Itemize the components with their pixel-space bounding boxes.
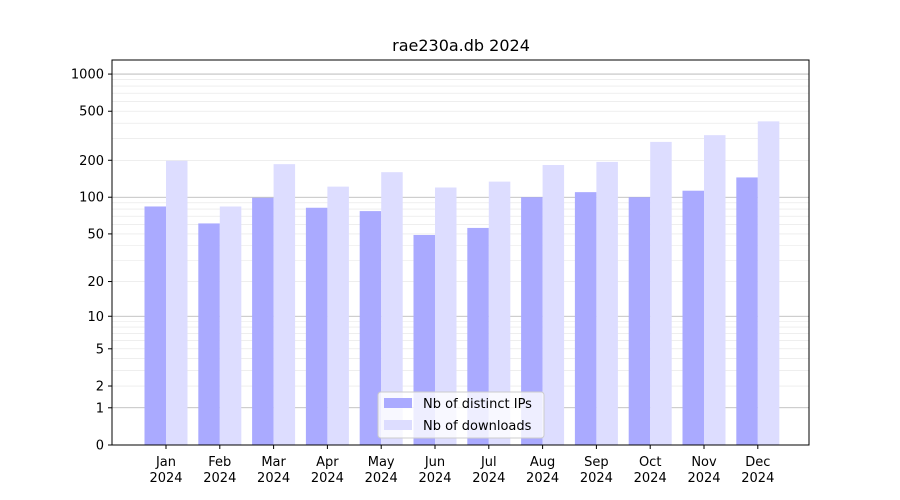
chart-title: rae230a.db 2024 — [392, 36, 530, 55]
x-tick-label-year: 2024 — [257, 471, 290, 486]
x-tick-label-year: 2024 — [634, 471, 667, 486]
y-tick-label: 500 — [79, 105, 104, 120]
bar-downloads — [435, 187, 457, 446]
x-tick-label: Mar — [261, 455, 286, 470]
x-tick-label: Apr — [316, 455, 339, 470]
y-axis: 0 1 2 5 10 20 50 100 200 500 1000 — [71, 68, 112, 454]
x-tick-label-year: 2024 — [472, 471, 505, 486]
x-tick-label-year: 2024 — [311, 471, 344, 486]
bar-downloads — [381, 172, 403, 446]
x-tick-label: Oct — [639, 455, 661, 470]
x-tick-label-year: 2024 — [149, 471, 182, 486]
bar-distinct-ips — [521, 197, 543, 445]
bar-distinct-ips — [736, 177, 758, 445]
y-tick-label: 0 — [96, 439, 104, 454]
bar-downloads — [219, 206, 242, 445]
y-tick-label: 50 — [87, 227, 104, 242]
x-tick-label: Feb — [208, 455, 231, 470]
bar-downloads — [327, 186, 349, 445]
x-tick-label: Dec — [745, 455, 770, 470]
bar-distinct-ips — [467, 227, 489, 445]
x-tick-label-year: 2024 — [580, 471, 613, 486]
legend: Nb of distinct IPs Nb of downloads — [377, 391, 545, 439]
bar-downloads — [596, 161, 618, 445]
bar-distinct-ips — [252, 197, 274, 445]
legend-label-ips: Nb of distinct IPs — [423, 397, 532, 412]
x-tick-label: Aug — [530, 455, 555, 470]
x-tick-label-year: 2024 — [418, 471, 451, 486]
bar-distinct-ips — [682, 190, 704, 445]
plot-frame — [111, 59, 810, 446]
x-tick-label: May — [368, 455, 395, 470]
y-tick-label: 1 — [96, 401, 104, 416]
x-tick-label-year: 2024 — [741, 471, 774, 486]
bar-distinct-ips — [574, 192, 597, 445]
legend-label-downloads: Nb of downloads — [423, 419, 532, 434]
bar-distinct-ips — [144, 206, 166, 445]
y-tick-label: 2 — [96, 380, 104, 395]
x-tick-label: Jan — [155, 455, 176, 470]
legend-swatch-downloads — [384, 420, 412, 430]
x-tick-label: Jul — [480, 455, 497, 470]
bar-downloads — [542, 165, 565, 445]
bar-downloads — [650, 141, 672, 445]
x-tick-label: Nov — [691, 455, 717, 470]
x-tick-label-year: 2024 — [687, 471, 720, 486]
bars — [144, 121, 780, 446]
bar-downloads — [273, 164, 296, 445]
y-tick-label: 100 — [79, 191, 104, 206]
y-tick-label: 5 — [96, 342, 104, 357]
bar-distinct-ips — [305, 207, 328, 445]
bar-distinct-ips — [198, 223, 220, 445]
bar-downloads — [704, 135, 726, 445]
bar-downloads — [488, 181, 511, 445]
y-tick-label: 20 — [87, 275, 104, 290]
x-tick-label-year: 2024 — [203, 471, 236, 486]
bar-distinct-ips — [359, 211, 382, 445]
legend-box — [377, 391, 545, 439]
x-tick-label-year: 2024 — [365, 471, 398, 486]
legend-swatch-ips — [384, 398, 412, 408]
x-tick-label: Sep — [584, 455, 609, 470]
x-tick-label-year: 2024 — [526, 471, 559, 486]
y-tick-label: 10 — [87, 310, 104, 325]
bar-downloads — [166, 160, 188, 445]
bar-downloads — [757, 121, 780, 445]
y-tick-label: 1000 — [71, 68, 104, 83]
x-axis: Jan2024Feb2024Mar2024Apr2024May2024Jun20… — [149, 445, 774, 486]
bar-distinct-ips — [628, 197, 651, 445]
x-tick-label: Jun — [424, 455, 445, 470]
y-tick-label: 200 — [79, 154, 104, 169]
